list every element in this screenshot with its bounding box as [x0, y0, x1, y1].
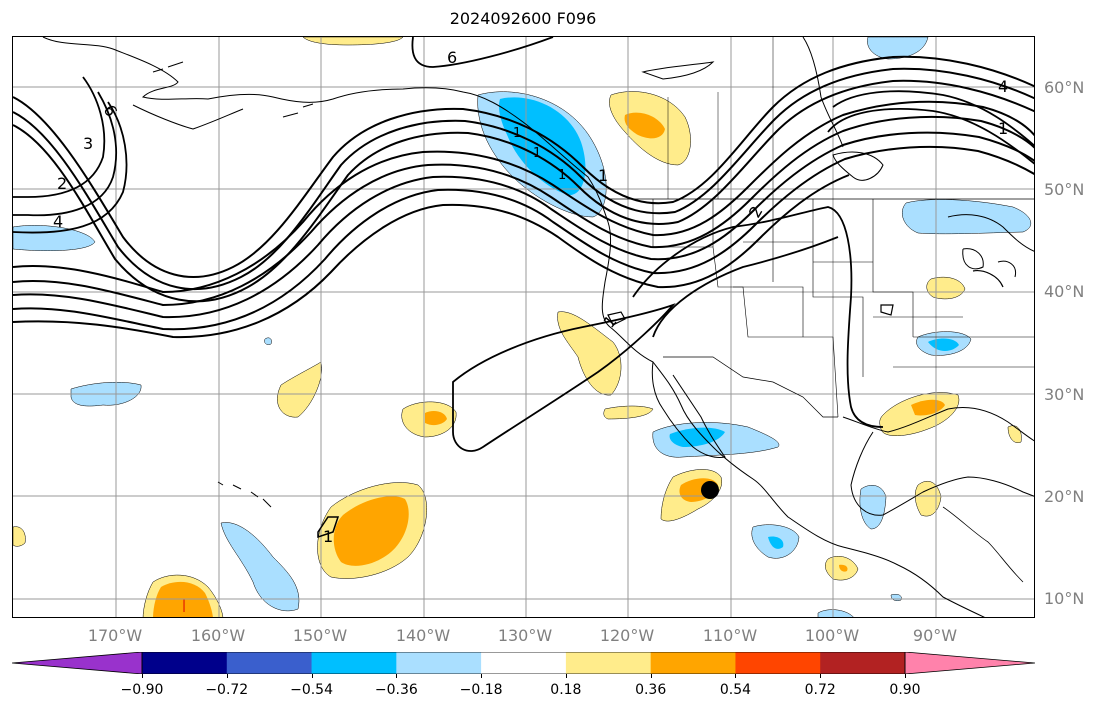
colorbar-tick [565, 674, 567, 678]
colorbar-tick [226, 674, 228, 678]
colorbar-bin [142, 652, 228, 674]
contour-label: 2 [57, 174, 67, 193]
contour-label: 1 [513, 126, 521, 141]
colorbar-under-arrow [12, 652, 143, 674]
contour-label: 6 [447, 48, 457, 67]
lat-label: 60°N [1044, 78, 1085, 97]
shade-orange [624, 112, 665, 139]
contour-label: 1 [598, 166, 608, 185]
lat-label: 30°N [1044, 385, 1085, 404]
colorbar-bin [396, 652, 482, 674]
colorbar-tick-label: −0.18 [459, 682, 503, 698]
contour-label: 1 [323, 527, 333, 546]
map-title: 2024092600 F096 [449, 9, 597, 28]
shade-orange [839, 564, 848, 572]
colorbar-tick-label: 0.90 [889, 682, 921, 698]
contour-labels: 6 6 3 2 4 4 1 1 2 1 1 1 1 1 [53, 48, 1008, 546]
shade-light-blue [220, 522, 300, 612]
shade-light-yellow [926, 276, 966, 300]
colorbar-bin [481, 652, 567, 674]
colorbar [12, 652, 1035, 674]
colorbar-tick [311, 674, 313, 678]
shade-light-blue [264, 337, 272, 345]
colorbar-tick [905, 674, 906, 678]
colorbar-tick-label: 0.72 [804, 682, 836, 698]
colorbar-tick-label: 0.18 [550, 682, 582, 698]
shade-light-blue [902, 199, 1032, 235]
graticule [13, 37, 1034, 617]
shade-light-yellow [302, 37, 404, 46]
colorbar-tick [735, 674, 737, 678]
shade-light-blue [867, 37, 929, 60]
colorbar-bin [226, 652, 313, 674]
shade-light-yellow [13, 526, 26, 547]
map-frame: 6 6 3 2 4 4 1 1 2 1 1 1 1 1 | [12, 36, 1035, 618]
shade-orange [333, 496, 409, 566]
contour-label: 1 [558, 168, 566, 183]
lon-label: 90°W [912, 626, 958, 645]
colorbar-tick-label: −0.72 [205, 682, 249, 698]
colorbar-bin [650, 652, 736, 674]
contour-label: 4 [998, 77, 1008, 96]
contour-label: 1 [998, 119, 1008, 138]
lon-label: 150°W [292, 626, 348, 645]
colorbar-bin [820, 652, 906, 674]
colorbar-tick-label: 0.54 [719, 682, 752, 698]
colorbar-tick [481, 674, 483, 678]
lon-label: 120°W [599, 626, 655, 645]
coastlines [42, 37, 1034, 617]
lat-label: 50°N [1044, 180, 1085, 199]
contour-label: 2 [745, 203, 767, 221]
colorbar-tick [820, 674, 822, 678]
contour-label: 1 [533, 146, 541, 161]
colorbar-tick-label: −0.54 [290, 682, 333, 698]
shade-light-blue [859, 485, 887, 530]
contour-label: 3 [83, 134, 93, 153]
shade-light-yellow [914, 481, 942, 517]
lon-label: 160°W [190, 626, 246, 645]
lat-label: 20°N [1044, 487, 1085, 506]
colorbar-bin [565, 652, 652, 674]
shade-light-yellow [557, 311, 622, 396]
colorbar-tick-label: −0.36 [374, 682, 418, 698]
map-svg: 6 6 3 2 4 4 1 1 2 1 1 1 1 1 | [13, 37, 1034, 617]
shade-light-blue [890, 593, 902, 602]
red-contour-label: | [182, 598, 186, 612]
shade-light-blue [817, 609, 854, 617]
colorbar-tick-label: 0.36 [635, 682, 667, 698]
colorbar-tick [142, 674, 143, 678]
shade-orange [425, 411, 447, 426]
lon-label: 110°W [702, 626, 758, 645]
colorbar-bin [735, 652, 821, 674]
shade-light-yellow [277, 361, 323, 418]
lon-label: 140°W [395, 626, 451, 645]
shade-blue [768, 536, 784, 549]
lat-label: 40°N [1044, 282, 1085, 301]
lon-label: 130°W [497, 626, 553, 645]
colorbar-over-arrow [904, 652, 1035, 674]
colorbar-tick-label: −0.90 [120, 682, 164, 698]
contour-lines [13, 37, 1034, 539]
colorbar-tick [396, 674, 398, 678]
lat-label: 10°N [1044, 589, 1085, 608]
contour-label: 4 [53, 212, 63, 231]
storm-location-marker [701, 481, 719, 499]
shade-light-yellow [1007, 425, 1022, 443]
colorbar-tick [650, 674, 652, 678]
lon-label: 170°W [87, 626, 143, 645]
shade-blue [669, 427, 725, 447]
lon-label: 100°W [804, 626, 860, 645]
colorbar-bin [311, 652, 397, 674]
